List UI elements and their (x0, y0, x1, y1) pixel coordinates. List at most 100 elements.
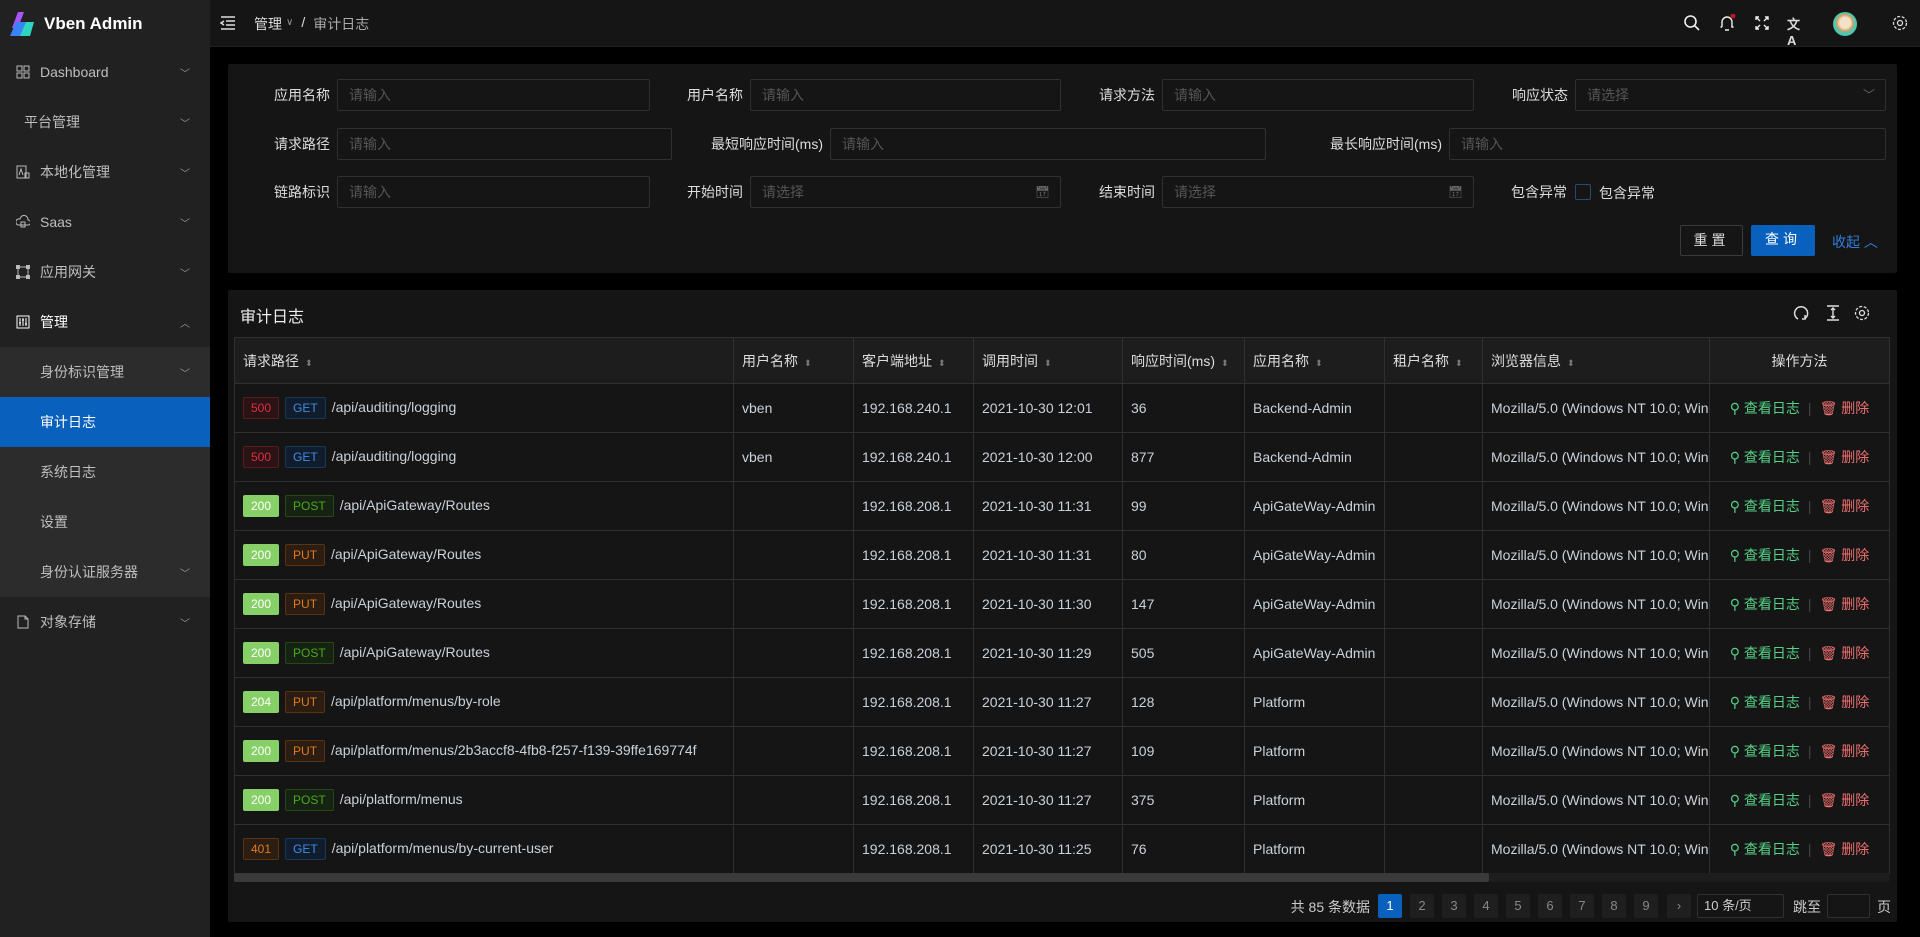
column-settings-icon[interactable] (1853, 304, 1871, 322)
sidebar-item-3[interactable]: Saas ﹀ (0, 197, 210, 247)
end-input[interactable]: 请选择 📅︎ (1162, 176, 1474, 208)
search-icon: ⚲ (1729, 841, 1741, 857)
query-button[interactable]: 查询 (1751, 225, 1815, 256)
view-log-button[interactable]: ⚲ 查看日志 (1730, 743, 1800, 759)
page-button-8[interactable]: 8 (1602, 894, 1626, 918)
max_time-input[interactable]: 请输入 (1449, 128, 1886, 160)
delete-label: 删除 (1841, 400, 1870, 416)
column-header-1[interactable]: 用户名称 ⬍ (733, 337, 854, 384)
jump-page-input[interactable] (1827, 894, 1870, 918)
view-log-button[interactable]: ⚲ 查看日志 (1730, 449, 1800, 465)
column-header-0[interactable]: 请求路径 ⬍ (234, 337, 734, 384)
sort-icon[interactable]: ⬍ (305, 357, 313, 368)
user_name-input[interactable]: 请输入 (750, 79, 1061, 111)
sort-icon[interactable]: ⬍ (804, 357, 812, 368)
collapse-toggle[interactable]: 收起 ︿ (1832, 232, 1878, 252)
sidebar-item-10[interactable]: 身份认证服务器 ﹀ (0, 547, 210, 597)
delete-button[interactable]: 🗑︎ 删除 (1820, 498, 1870, 514)
language-icon[interactable]: 文A (1787, 17, 1801, 48)
column-header-3[interactable]: 调用时间 ⬍ (973, 337, 1123, 384)
exception-checkbox[interactable] (1575, 184, 1591, 200)
delete-label: 删除 (1841, 498, 1870, 514)
sidebar-item-label: 身份认证服务器 (40, 564, 138, 580)
avatar[interactable] (1833, 12, 1857, 36)
column-height-icon[interactable] (1824, 304, 1842, 322)
settings-icon[interactable] (1891, 14, 1909, 32)
sort-icon[interactable]: ⬍ (1455, 357, 1463, 368)
app_name-placeholder: 请输入 (349, 87, 391, 103)
exception-checkbox-label[interactable]: 包含异常 (1599, 185, 1655, 201)
status-input[interactable]: 请选择 ﹀ (1575, 79, 1886, 111)
sidebar-item-2[interactable]: 本地化管理 ﹀ (0, 147, 210, 197)
page-button-5[interactable]: 5 (1506, 894, 1530, 918)
sidebar-item-9[interactable]: 设置 (0, 497, 210, 547)
delete-button[interactable]: 🗑︎ 删除 (1820, 645, 1870, 661)
fullscreen-icon[interactable] (1753, 14, 1771, 32)
trace-input[interactable]: 请输入 (337, 176, 650, 208)
sidebar-item-11[interactable]: 对象存储 ﹀ (0, 597, 210, 647)
sort-icon[interactable]: ⬍ (1567, 357, 1575, 368)
delete-button[interactable]: 🗑︎ 删除 (1820, 694, 1870, 710)
delete-button[interactable]: 🗑︎ 删除 (1820, 743, 1870, 759)
page-button-2[interactable]: 2 (1410, 894, 1434, 918)
min_time-input[interactable]: 请输入 (830, 128, 1266, 160)
view-log-button[interactable]: ⚲ 查看日志 (1730, 841, 1800, 857)
view-log-button[interactable]: ⚲ 查看日志 (1730, 547, 1800, 563)
browser-cell: Mozilla/5.0 (Windows NT 10.0; Win64 (1482, 824, 1710, 874)
horizontal-scrollbar-thumb[interactable] (234, 873, 1489, 882)
path-input[interactable]: 请输入 (337, 128, 672, 160)
sidebar-item-5[interactable]: 管理 ︿ (0, 297, 210, 347)
delete-button[interactable]: 🗑︎ 删除 (1820, 400, 1870, 416)
view-log-button[interactable]: ⚲ 查看日志 (1730, 400, 1800, 416)
sort-icon[interactable]: ⬍ (1221, 357, 1229, 368)
column-header-2[interactable]: 客户端地址 ⬍ (853, 337, 974, 384)
page-button-4[interactable]: 4 (1474, 894, 1498, 918)
table-row: 200 POST/api/ApiGateway/Routes 192.168.208… (234, 481, 1890, 531)
page-button-1[interactable]: 1 (1378, 894, 1402, 918)
sidebar-item-6[interactable]: 身份标识管理 ﹀ (0, 347, 210, 397)
column-header-label: 请求路径 (243, 352, 299, 369)
delete-button[interactable]: 🗑︎ 删除 (1820, 547, 1870, 563)
sidebar-item-0[interactable]: Dashboard ﹀ (0, 47, 210, 97)
view-log-button[interactable]: ⚲ 查看日志 (1730, 498, 1800, 514)
app-logo[interactable]: Vben Admin (0, 0, 210, 47)
sidebar-item-1[interactable]: 平台管理 ﹀ (0, 97, 210, 147)
view-log-button[interactable]: ⚲ 查看日志 (1730, 596, 1800, 612)
search-icon: ⚲ (1729, 792, 1741, 808)
page-size-select[interactable]: 10 条/页 (1697, 894, 1784, 918)
sidebar-item-7[interactable]: 审计日志 (0, 397, 210, 447)
menu-fold-icon[interactable] (220, 16, 236, 31)
search-icon[interactable] (1683, 14, 1701, 32)
column-header-5[interactable]: 应用名称 ⬍ (1244, 337, 1385, 384)
horizontal-scrollbar-track[interactable] (234, 873, 1889, 882)
page-button-6[interactable]: 6 (1538, 894, 1562, 918)
column-header-4[interactable]: 响应时间(ms) ⬍ (1122, 337, 1245, 384)
delete-button[interactable]: 🗑︎ 删除 (1820, 792, 1870, 808)
view-log-label: 查看日志 (1743, 498, 1800, 514)
view-log-button[interactable]: ⚲ 查看日志 (1730, 792, 1800, 808)
view-log-button[interactable]: ⚲ 查看日志 (1730, 694, 1800, 710)
start-input[interactable]: 请选择 📅︎ (750, 176, 1061, 208)
max_time-label: 最长响应时间(ms) (1330, 136, 1442, 152)
app_name-input[interactable]: 请输入 (337, 79, 650, 111)
sort-icon[interactable]: ⬍ (938, 357, 946, 368)
method-input[interactable]: 请输入 (1162, 79, 1474, 111)
next-page-button[interactable]: › (1667, 894, 1691, 918)
sidebar-item-4[interactable]: 应用网关 ﹀ (0, 247, 210, 297)
delete-button[interactable]: 🗑︎ 删除 (1820, 449, 1870, 465)
breadcrumb-item-manage[interactable]: 管理 (254, 16, 282, 32)
bell-icon[interactable] (1718, 14, 1736, 32)
sort-icon[interactable]: ⬍ (1044, 357, 1052, 368)
sort-icon[interactable]: ⬍ (1315, 357, 1323, 368)
sidebar-item-8[interactable]: 系统日志 (0, 447, 210, 497)
page-button-7[interactable]: 7 (1570, 894, 1594, 918)
column-header-7[interactable]: 浏览器信息 ⬍ (1482, 337, 1710, 384)
page-button-3[interactable]: 3 (1442, 894, 1466, 918)
refresh-icon[interactable] (1792, 304, 1810, 322)
view-log-button[interactable]: ⚲ 查看日志 (1730, 645, 1800, 661)
reset-button[interactable]: 重置 (1680, 225, 1743, 256)
delete-button[interactable]: 🗑︎ 删除 (1820, 841, 1870, 857)
delete-button[interactable]: 🗑︎ 删除 (1820, 596, 1870, 612)
column-header-6[interactable]: 租户名称 ⬍ (1384, 337, 1483, 384)
page-button-9[interactable]: 9 (1634, 894, 1658, 918)
